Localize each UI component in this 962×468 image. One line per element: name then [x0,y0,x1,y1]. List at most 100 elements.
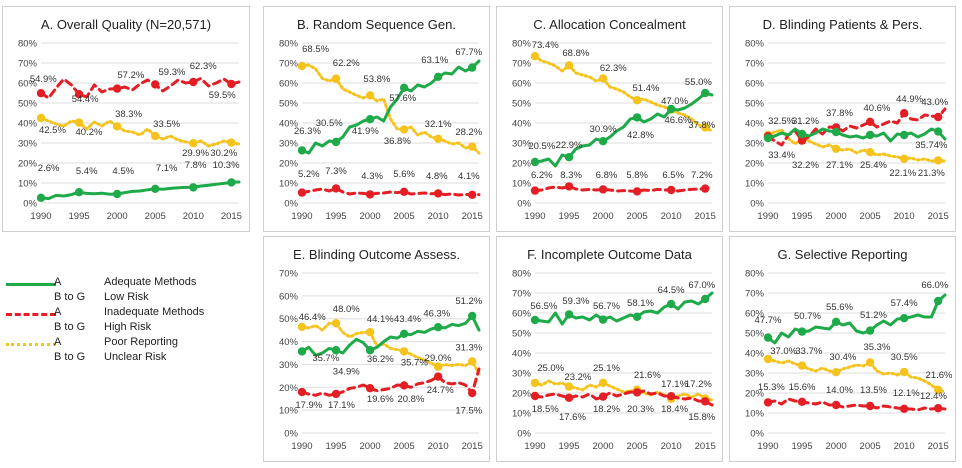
x-tick-label: 2005 [860,211,881,222]
data-point-adequate [933,127,943,136]
data-label: 5.4% [76,166,98,177]
y-tick-label: 70% [745,59,765,70]
data-point-poor [899,367,909,377]
y-tick-label: 60% [745,79,765,90]
data-label: 30.5% [316,118,343,129]
data-point-inadequate [467,388,477,398]
x-tick-label: 2015 [462,441,483,452]
series-line-poor [300,321,481,376]
data-label: 29.9% [182,148,209,159]
chart-panel-blinding-outcome: E. Blinding Outcome Assess. 0% 10% 20% 30% 40… [263,236,490,462]
data-label: 7.3% [325,166,347,177]
data-label: 47.0% [661,96,688,107]
chart-title: E. Blinding Outcome Assess. [293,247,460,262]
data-label: 30.2% [210,148,237,159]
data-label: 6.5% [662,170,684,181]
data-label: 20.8% [397,394,424,405]
data-point-inadequate [74,90,84,99]
data-point-inadequate [433,189,443,198]
y-tick-label: 40% [512,119,532,130]
data-label: 44.9% [896,94,923,105]
y-tick-label: 20% [18,159,38,170]
data-point-inadequate [933,112,943,122]
x-tick-label: 2005 [627,211,648,222]
data-label: 33.4% [768,150,795,161]
data-point-inadequate [227,79,236,89]
data-label: 30.9% [590,124,617,135]
data-label: 35.7% [312,353,339,364]
x-tick-label: 1990 [757,441,778,452]
data-label: 7.2% [691,170,713,181]
data-label: 26.3% [294,126,321,137]
data-point-poor [365,91,375,100]
data-label: 15.8% [688,412,715,423]
data-label: 37.0% [770,346,797,357]
data-label: 55.6% [826,302,853,313]
data-label: 50.7% [794,311,821,322]
data-label: 36.2% [367,354,394,365]
data-point-inadequate [666,185,676,195]
data-point-poor [700,123,710,132]
series-line-inadequate [766,397,947,412]
x-tick-label: 2000 [360,211,381,222]
data-label: 67.0% [688,280,715,291]
data-label: 4.3% [361,171,383,182]
y-tick-label: 60% [745,309,765,320]
legend-swatch-inadequate [6,313,56,316]
data-point-poor [865,148,875,157]
chart-title: G. Selective Reporting [777,247,907,262]
data-point-adequate [530,315,540,325]
data-point-inadequate [564,393,574,402]
chart-panel-selective-reporting: G. Selective Reporting 0% 10% 20% 30% 40% 50% 6… [729,236,956,462]
series-line-poor [766,128,947,163]
data-point-inadequate [189,77,198,87]
data-label: 47.7% [755,315,782,326]
data-label: 57.6% [389,93,416,104]
data-point-poor [467,357,477,366]
data-point-adequate [865,130,875,140]
data-label: 57.4% [891,298,918,309]
series-line-inadequate [39,76,241,100]
data-point-inadequate [632,187,642,196]
data-point-inadequate [297,188,307,197]
x-tick-label: 1990 [291,211,312,222]
data-label: 33.5% [153,119,180,130]
data-label: 31.2% [792,116,819,127]
y-tick-label: 80% [745,39,765,50]
data-label: 64.5% [658,285,685,296]
data-point-poor [564,382,574,391]
legend-a-label: A [54,336,62,348]
x-tick-label: 1990 [757,211,778,222]
data-label: 35.7% [401,358,428,369]
y-tick-label: 10% [18,179,38,190]
data-point-adequate [564,153,574,162]
data-point-inadequate [297,387,307,397]
y-tick-label: 0% [517,199,531,210]
y-tick-label: 70% [279,269,299,280]
legend-bg-text: High Risk [104,321,152,333]
data-point-poor [564,61,574,70]
x-tick-label: 1995 [791,441,812,452]
series-line-inadequate [533,389,714,407]
data-label: 59.3% [159,67,186,78]
chart-title: B. Random Sequence Gen. [297,17,456,32]
x-tick-label: 2005 [627,441,648,452]
x-tick-label: 2000 [826,211,847,222]
data-label: 32.2% [792,160,819,171]
data-point-adequate [227,178,236,187]
data-point-inadequate [899,109,909,118]
y-tick-label: 0% [284,429,298,440]
chart-title: A. Overall Quality (N=20,571) [41,17,211,32]
data-point-inadequate [763,398,773,407]
x-tick-label: 2010 [894,211,915,222]
series-line-adequate [533,291,714,326]
data-point-poor [467,142,477,151]
data-point-poor [598,74,608,83]
series-line-adequate [300,59,481,155]
data-point-poor [399,347,409,356]
data-label: 37.8% [688,120,715,131]
x-tick-label: 2010 [183,211,204,222]
y-tick-label: 30% [745,369,765,380]
y-tick-label: 60% [279,291,299,302]
data-point-adequate [112,189,122,199]
